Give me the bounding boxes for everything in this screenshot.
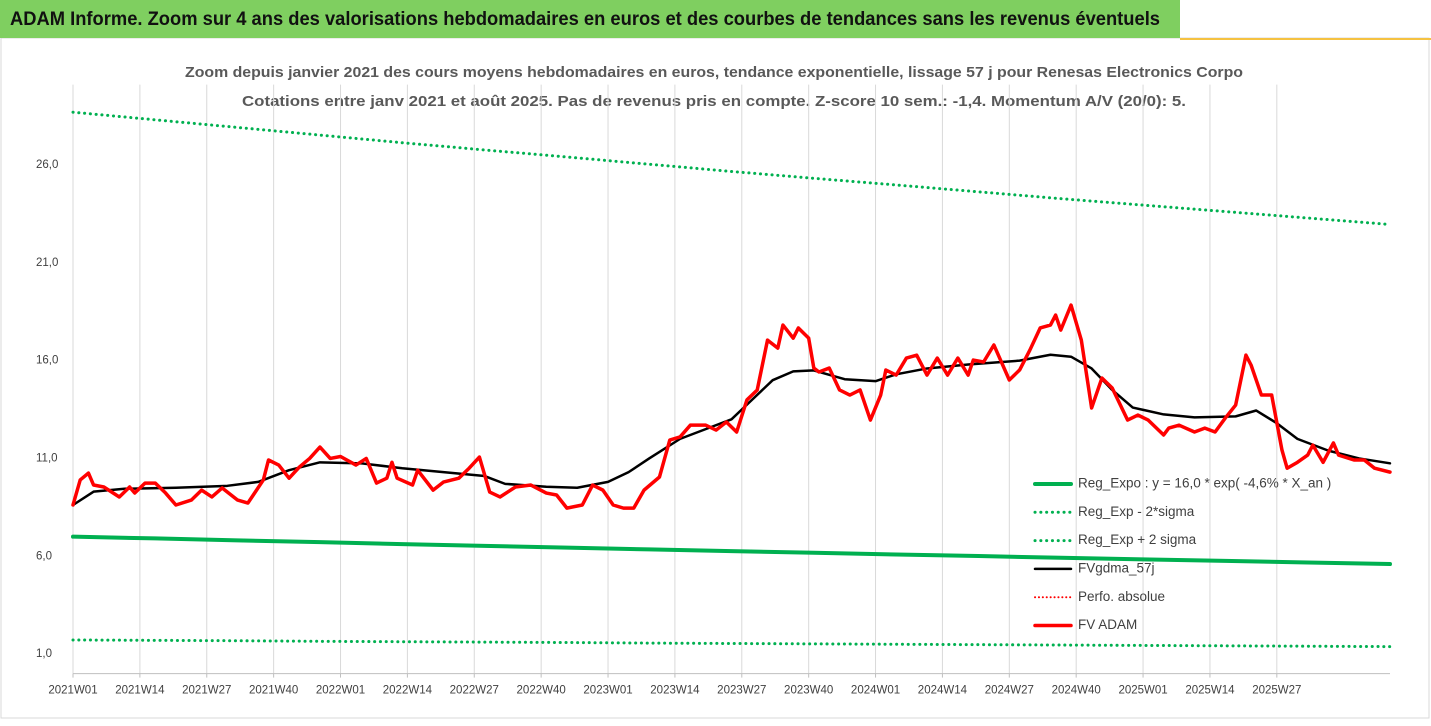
x-tick-label: 2023W01 [583,685,632,697]
x-tick-label: 2024W27 [985,685,1034,697]
x-tick-label: 2025W27 [1252,685,1301,697]
x-tick-label: 2021W01 [48,685,97,697]
y-tick-label: 26,0 [36,159,58,171]
x-tick-label: 2024W01 [851,685,900,697]
x-tick-label: 2022W40 [517,685,566,697]
x-tick-label: 2023W27 [717,685,766,697]
x-tick-label: 2021W14 [115,685,165,697]
chart-title: Zoom depuis janvier 2021 des cours moyen… [185,64,1243,81]
x-tick-label: 2024W40 [1052,685,1101,697]
x-tick-label: 2021W40 [249,685,298,697]
legend-label: FVgdma_57j [1078,560,1155,575]
x-tick-label: 2023W40 [784,685,833,697]
series-line [71,638,1392,649]
y-tick-label: 6,0 [36,550,52,562]
series-line [71,534,1392,567]
y-tick-label: 16,0 [36,355,58,367]
x-tick-label: 2023W14 [650,685,700,697]
banner [0,0,1180,38]
x-tick-label: 2022W27 [450,685,499,697]
banner-title: ADAM Informe. Zoom sur 4 ans des valoris… [10,9,1160,30]
y-tick-label: 1,0 [36,648,52,660]
legend-label: Reg_Expo : y = 16,0 * exp( -4,6% * X_an … [1078,476,1331,491]
x-tick-label: 2025W14 [1185,685,1235,697]
y-tick-label: 11,0 [36,452,58,464]
x-tick-label: 2025W01 [1118,685,1167,697]
y-tick-label: 21,0 [36,257,58,269]
series-line [71,110,1392,226]
legend-label: Perfo. absolue [1078,589,1165,604]
x-tick-label: 2024W14 [918,685,968,697]
x-tick-label: 2022W01 [316,685,365,697]
legend-label: Reg_Exp - 2*sigma [1078,504,1195,519]
x-tick-label: 2021W27 [182,685,231,697]
series-line [71,303,1392,510]
legend-label: Reg_Exp + 2 sigma [1078,532,1197,547]
x-tick-label: 2022W14 [383,685,433,697]
chart-frame [0,37,1430,719]
legend-label: FV ADAM [1078,617,1137,632]
chart-subtitle: Cotations entre janv 2021 et août 2025. … [242,93,1186,110]
series-line [71,353,1392,507]
